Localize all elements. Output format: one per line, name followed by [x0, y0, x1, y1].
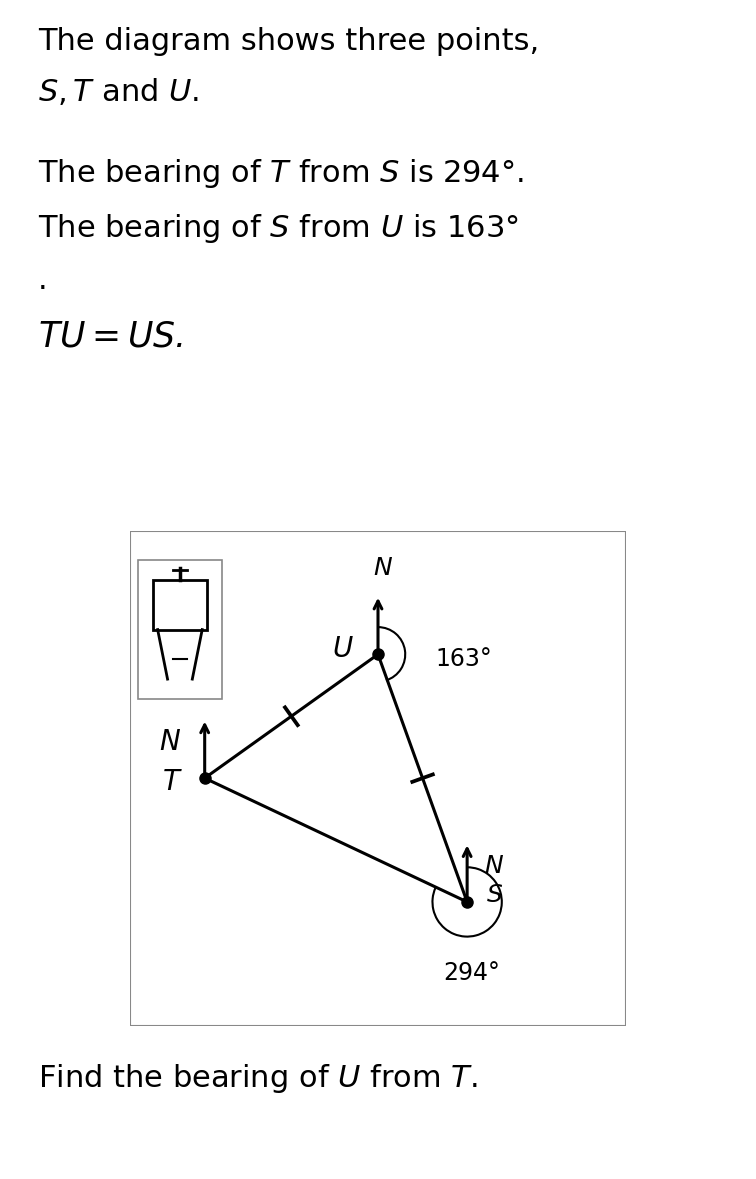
Text: $N$: $N$ — [373, 556, 393, 580]
Text: $N$: $N$ — [485, 855, 504, 878]
Text: The diagram shows three points,: The diagram shows three points, — [38, 27, 539, 57]
Text: $U$: $U$ — [333, 635, 355, 664]
Text: $S, T$ and $U$.: $S, T$ and $U$. — [38, 75, 199, 107]
Text: The bearing of $T$ from $S$ is 294°.: The bearing of $T$ from $S$ is 294°. — [38, 157, 524, 190]
Text: 294°: 294° — [444, 961, 500, 986]
Text: $T$: $T$ — [162, 769, 183, 796]
Text: .: . — [38, 265, 48, 295]
Text: $TU = US$.: $TU = US$. — [38, 320, 183, 354]
Bar — [153, 580, 207, 630]
Text: 163°: 163° — [435, 647, 491, 671]
Bar — [138, 560, 222, 699]
Text: $N$: $N$ — [159, 729, 181, 757]
Text: $S$: $S$ — [486, 883, 503, 907]
Text: The bearing of $S$ from $U$ is 163°: The bearing of $S$ from $U$ is 163° — [38, 211, 519, 244]
Text: Find the bearing of $U$ from $T$.: Find the bearing of $U$ from $T$. — [38, 1062, 478, 1095]
